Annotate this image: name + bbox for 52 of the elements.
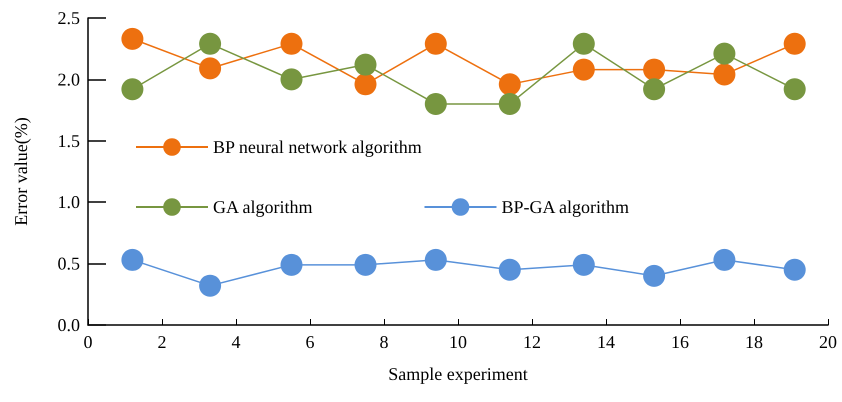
x-tick-label: 10 bbox=[449, 332, 467, 352]
point bbox=[784, 78, 806, 100]
point bbox=[784, 32, 806, 55]
legend-label: BP-GA algorithm bbox=[501, 197, 629, 217]
y-tick-label: 1.0 bbox=[58, 192, 80, 212]
x-tick-label: 8 bbox=[380, 332, 388, 352]
point bbox=[713, 42, 736, 65]
x-tick-label: 16 bbox=[671, 332, 689, 352]
point bbox=[643, 58, 666, 81]
point bbox=[713, 248, 736, 271]
x-tick-label: 2 bbox=[158, 332, 166, 352]
point bbox=[354, 254, 376, 276]
x-tick-label: 4 bbox=[232, 332, 240, 352]
y-tick-label: 2.0 bbox=[58, 69, 80, 90]
point bbox=[354, 73, 376, 96]
y-tick-label: 0.5 bbox=[58, 254, 80, 274]
point bbox=[713, 63, 736, 86]
point bbox=[643, 78, 666, 100]
point bbox=[498, 258, 521, 281]
point bbox=[121, 28, 144, 50]
point bbox=[643, 264, 666, 287]
x-tick-label: 6 bbox=[306, 332, 314, 352]
point bbox=[572, 58, 595, 81]
y-tick-label: 0.0 bbox=[58, 315, 80, 335]
x-tick-label: 14 bbox=[597, 332, 615, 352]
point bbox=[280, 68, 302, 90]
point bbox=[199, 274, 222, 297]
point bbox=[424, 92, 447, 115]
point bbox=[280, 32, 302, 55]
y-tick-label: 2.5 bbox=[58, 8, 80, 28]
x-tick-label: 0 bbox=[84, 332, 92, 352]
y-tick-label: 1.5 bbox=[58, 130, 80, 151]
point bbox=[280, 254, 302, 276]
point bbox=[572, 254, 595, 276]
point bbox=[424, 248, 447, 271]
legend-label: GA algorithm bbox=[213, 197, 312, 217]
point bbox=[121, 248, 144, 271]
x-tick-label: 20 bbox=[819, 332, 837, 352]
point bbox=[572, 32, 595, 55]
point bbox=[424, 32, 447, 55]
point bbox=[784, 258, 806, 281]
point bbox=[498, 73, 521, 96]
x-tick-label: 12 bbox=[523, 332, 541, 352]
x-axis-title: Sample experiment bbox=[388, 364, 528, 384]
x-tick-label: 18 bbox=[745, 332, 763, 352]
point bbox=[498, 92, 521, 115]
point bbox=[199, 57, 222, 80]
y-axis-title: Error value(%) bbox=[11, 117, 31, 226]
point bbox=[121, 78, 144, 100]
point bbox=[199, 32, 222, 55]
legend-label: BP neural network algorithm bbox=[213, 137, 422, 157]
point bbox=[354, 54, 376, 76]
